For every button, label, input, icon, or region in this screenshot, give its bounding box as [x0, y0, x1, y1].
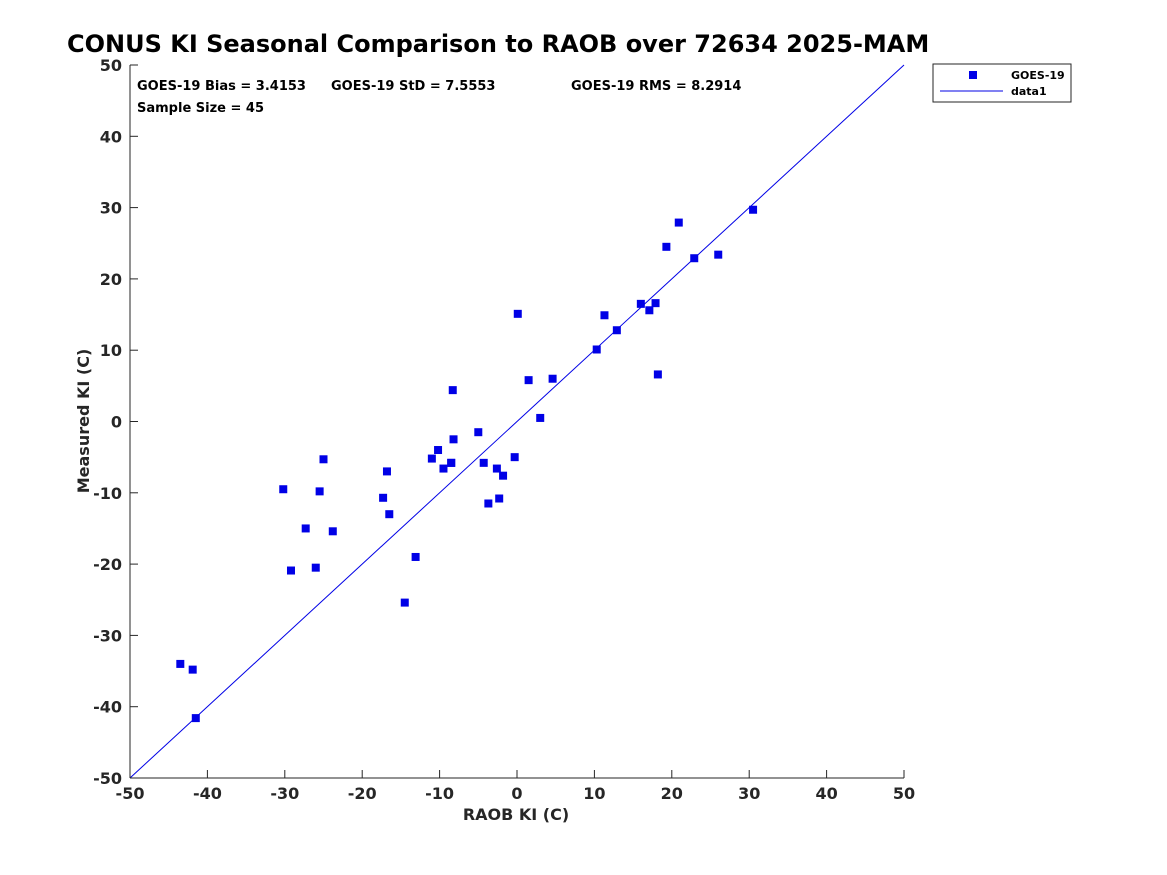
data-point: [427, 454, 436, 463]
data-point: [484, 499, 493, 508]
data-point: [749, 205, 758, 214]
y-tick-label: -30: [93, 626, 122, 645]
y-tick-label: -10: [93, 484, 122, 503]
x-tick-label: -30: [270, 784, 299, 803]
x-tick-label: 50: [893, 784, 915, 803]
data-point: [279, 485, 288, 494]
data-point: [513, 309, 522, 318]
data-point: [499, 471, 508, 480]
legend-entry-goes19: GOES-19: [1011, 69, 1065, 82]
data-point: [176, 659, 185, 668]
data-point: [448, 386, 457, 395]
data-point: [510, 453, 519, 462]
data-point: [495, 494, 504, 503]
x-tick-label: 10: [583, 784, 605, 803]
data-point: [651, 299, 660, 308]
data-point: [674, 218, 683, 227]
data-point: [400, 598, 409, 607]
x-tick-label: -10: [425, 784, 454, 803]
data-point: [492, 464, 501, 473]
data-point: [328, 527, 337, 536]
y-axis-ticks: 50 40 30 20 10 0 -10 -20 -30 -40 -50: [93, 56, 138, 788]
y-tick-label: 50: [100, 56, 122, 75]
data-point: [449, 435, 458, 444]
data-point: [474, 428, 483, 437]
data-point: [479, 458, 488, 467]
scatter-points: [176, 205, 758, 723]
data-point: [434, 446, 443, 455]
std-annotation: GOES-19 StD = 7.5553: [331, 79, 495, 94]
data-point: [714, 250, 723, 259]
data-point: [600, 311, 609, 320]
x-tick-label: -50: [116, 784, 145, 803]
data-point: [524, 376, 533, 385]
y-tick-label: 30: [100, 199, 122, 218]
x-tick-label: -20: [348, 784, 377, 803]
y-tick-label: -20: [93, 555, 122, 574]
chart-title: CONUS KI Seasonal Comparison to RAOB ove…: [67, 30, 929, 58]
y-tick-label: -50: [93, 769, 122, 788]
x-axis-label: RAOB KI (C): [463, 805, 569, 824]
data-point: [636, 299, 645, 308]
data-point: [379, 493, 388, 502]
data-point: [382, 467, 391, 476]
plot-area: -50 -40 -30 -20 -10 0 10 20 30 40 50 50 40 30 20 10 0 -1…: [93, 56, 915, 803]
y-tick-label: 40: [100, 127, 122, 146]
data-point: [645, 306, 654, 315]
y-tick-label: 10: [100, 341, 122, 360]
x-tick-label: 40: [815, 784, 837, 803]
data-point: [188, 665, 197, 674]
data-point: [411, 552, 420, 561]
x-axis-ticks: -50 -40 -30 -20 -10 0 10 20 30 40 50: [116, 770, 915, 803]
legend-box: [932, 63, 1072, 103]
legend-entry-data1: data1: [1011, 85, 1047, 98]
data-point: [439, 464, 448, 473]
data-point: [690, 254, 699, 263]
data-point: [447, 458, 456, 467]
data-point: [301, 524, 310, 533]
data-point: [653, 370, 662, 379]
rms-annotation: GOES-19 RMS = 8.2914: [571, 79, 741, 94]
legend-marker-square: [969, 71, 977, 79]
x-tick-label: 20: [661, 784, 683, 803]
data-point: [662, 242, 671, 251]
data-point: [315, 487, 324, 496]
one-to-one-line: [129, 64, 905, 779]
y-tick-label: -40: [93, 698, 122, 717]
data-point: [385, 510, 394, 519]
y-tick-label: 20: [100, 270, 122, 289]
x-tick-label: 0: [511, 784, 522, 803]
y-axis-label: Measured KI (C): [74, 349, 93, 494]
sample-size-annotation: Sample Size = 45: [137, 101, 264, 116]
y-tick-label: 0: [111, 413, 122, 432]
data-point: [612, 326, 621, 335]
data-point: [311, 563, 320, 572]
stats-annotations: GOES-19 Bias = 3.4153 GOES-19 StD = 7.55…: [137, 79, 741, 116]
bias-annotation: GOES-19 Bias = 3.4153: [137, 79, 306, 94]
data-point: [286, 566, 295, 575]
data-point: [191, 714, 200, 723]
data-point: [319, 455, 328, 464]
data-point: [548, 374, 557, 383]
data-point: [592, 345, 601, 354]
x-tick-label: 30: [738, 784, 760, 803]
x-tick-label: -40: [193, 784, 222, 803]
legend: GOES-19 data1: [932, 63, 1072, 103]
data-point: [536, 413, 545, 422]
